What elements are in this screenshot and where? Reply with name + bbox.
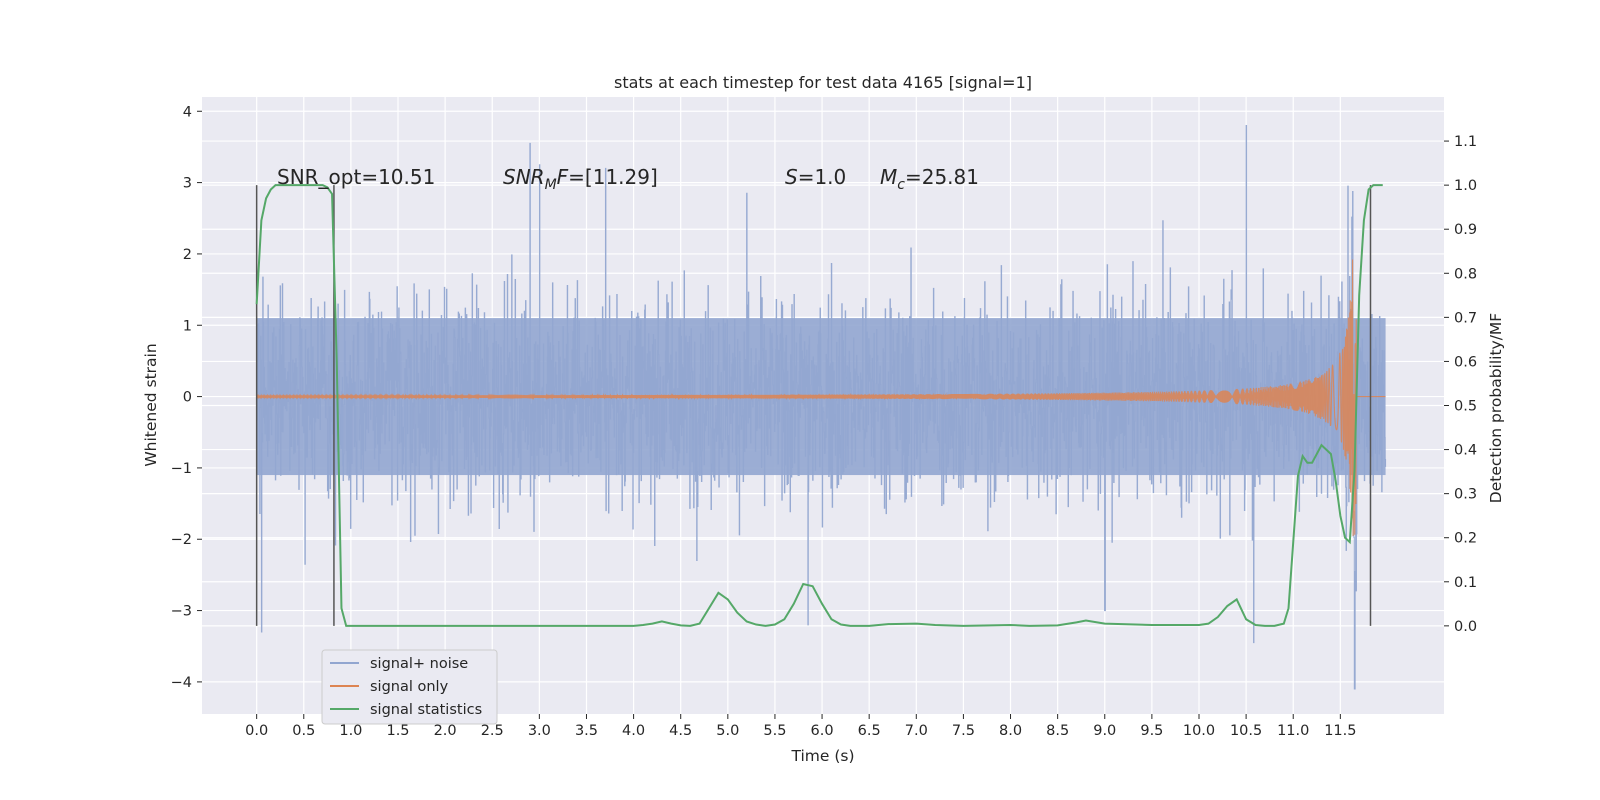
y2-tick-label: 0.3 <box>1454 487 1477 503</box>
x-tick-label: 1.5 <box>386 723 409 739</box>
y-tick-label: 0 <box>183 390 192 406</box>
x-tick-label: 9.0 <box>1093 723 1116 739</box>
y-tick-label: −3 <box>171 604 192 620</box>
y-tick-label: 2 <box>183 247 192 263</box>
y-tick-label: 3 <box>183 176 192 192</box>
x-tick-label: 0.0 <box>245 723 268 739</box>
axis-ticks: 0.0 0.5 1.0 1.5 2.0 2.5 3.0 3.5 4.0 4.5 5.0 5.5 6.0 6… <box>171 104 1477 739</box>
x-tick-label: 6.0 <box>811 723 834 739</box>
signal-only-series <box>256 259 1386 536</box>
s-prefix: S <box>785 165 798 189</box>
x-tick-label: 5.0 <box>716 723 739 739</box>
x-tick-label: 10.5 <box>1230 723 1262 739</box>
x-tick-label: 9.5 <box>1140 723 1163 739</box>
legend-box <box>321 649 498 725</box>
x-tick-label: 4.0 <box>622 723 645 739</box>
annotation-snr-opt: SNR_opt=10.51 <box>277 165 435 189</box>
y-tick-label: −2 <box>171 532 192 548</box>
mc-prefix: M <box>880 165 897 189</box>
y-tick-label: −4 <box>171 675 192 691</box>
x-tick-label: 3.5 <box>575 723 598 739</box>
y2-tick-label: 0.2 <box>1454 531 1477 547</box>
annotation-s: S=1.0 <box>785 165 846 189</box>
y2-tick-label: 1.1 <box>1454 134 1477 150</box>
x-tick-label: 8.5 <box>1046 723 1069 739</box>
y2-tick-label: 0.7 <box>1454 310 1477 326</box>
y2-tick-label: 0.9 <box>1454 222 1477 238</box>
y-tick-label: 4 <box>183 104 192 120</box>
y2-tick-label: 0.6 <box>1454 354 1477 370</box>
x-tick-label: 7.5 <box>952 723 975 739</box>
chart-title: stats at each timestep for test data 416… <box>614 73 1032 92</box>
y2-tick-label: 0.0 <box>1454 619 1477 635</box>
annotation-mc: Mc=25.81 <box>880 165 979 193</box>
y2-tick-label: 0.4 <box>1454 443 1477 459</box>
y2-tick-label: 1.0 <box>1454 178 1477 194</box>
snr-mf-f: F <box>557 165 569 189</box>
signal-statistics-series <box>255 184 1383 627</box>
signal-trace <box>256 259 1386 536</box>
y-tick-label: 1 <box>183 318 192 334</box>
x-tick-label: 3.0 <box>528 723 551 739</box>
y2-axis-label: Detection probability/MF <box>1487 313 1505 504</box>
y2-tick-label: 0.1 <box>1454 575 1477 591</box>
legend-label-noise: signal+ noise <box>370 656 468 672</box>
snr-mf-prefix: SNR <box>503 165 545 189</box>
legend-label-stats: signal statistics <box>370 702 482 718</box>
x-tick-label: 4.5 <box>669 723 692 739</box>
mc-suffix: =25.81 <box>905 165 979 189</box>
snr-mf-value: =[11.29] <box>568 165 658 189</box>
x-tick-label: 1.0 <box>339 723 362 739</box>
y2-tick-label: 0.5 <box>1454 399 1477 415</box>
x-tick-label: 5.5 <box>763 723 786 739</box>
x-tick-label: 11.5 <box>1324 723 1356 739</box>
x-tick-label: 2.5 <box>481 723 504 739</box>
snr-mf-suffix: F=[11.29] <box>557 165 658 189</box>
x-tick-label: 7.0 <box>905 723 928 739</box>
x-axis-label: Time (s) <box>790 747 854 765</box>
x-tick-label: 10.0 <box>1183 723 1215 739</box>
x-tick-label: 2.0 <box>434 723 457 739</box>
mc-sub: c <box>897 177 905 193</box>
legend-label-signal: signal only <box>370 679 449 695</box>
stats-trace <box>255 184 1383 627</box>
annotation-snr-mf: SNRMF=[11.29] <box>503 165 658 193</box>
x-tick-label: 11.0 <box>1277 723 1309 739</box>
legend: signal+ noise signal only signal statist… <box>321 649 498 725</box>
snr-mf-sub: M <box>545 177 557 193</box>
s-suffix: =1.0 <box>798 165 847 189</box>
y2-tick-label: 0.8 <box>1454 266 1477 282</box>
y-axis-label: Whitened strain <box>142 343 160 466</box>
y-tick-label: −1 <box>171 461 192 477</box>
x-tick-label: 6.5 <box>858 723 881 739</box>
x-tick-label: 0.5 <box>292 723 315 739</box>
x-tick-label: 8.0 <box>999 723 1022 739</box>
